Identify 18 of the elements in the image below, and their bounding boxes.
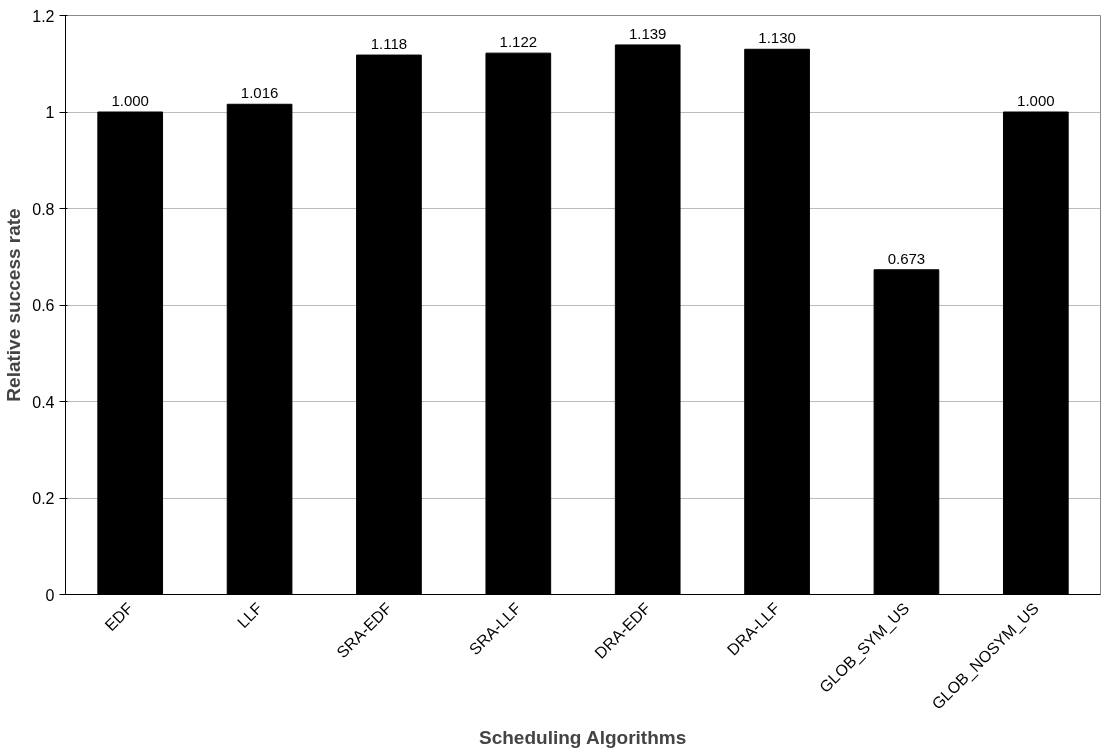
- data-label: 0.673: [887, 249, 926, 267]
- y-tick-label: 0.4: [32, 393, 55, 411]
- y-tick-label: 0.6: [32, 297, 55, 314]
- y-tick-label: 0.8: [32, 200, 55, 218]
- data-label: 1.122: [499, 33, 538, 51]
- data-label: 1.139: [628, 24, 667, 42]
- y-tick-label: 1: [45, 104, 55, 121]
- y-tick-label: 0: [45, 586, 55, 604]
- data-label: 1.000: [111, 92, 149, 109]
- data-label: 1.016: [240, 84, 279, 102]
- y-tick-label: 1.2: [32, 7, 55, 25]
- x-tick-label: LLF: [234, 599, 266, 632]
- x-axis-title: Scheduling Algorithms: [479, 726, 687, 748]
- y-axis-title: Relative success rate: [3, 208, 25, 402]
- data-label: 1.130: [758, 29, 796, 47]
- data-label: 1.000: [1017, 92, 1055, 109]
- data-label: 1.118: [370, 35, 408, 53]
- y-tick-label: 0.2: [32, 490, 55, 507]
